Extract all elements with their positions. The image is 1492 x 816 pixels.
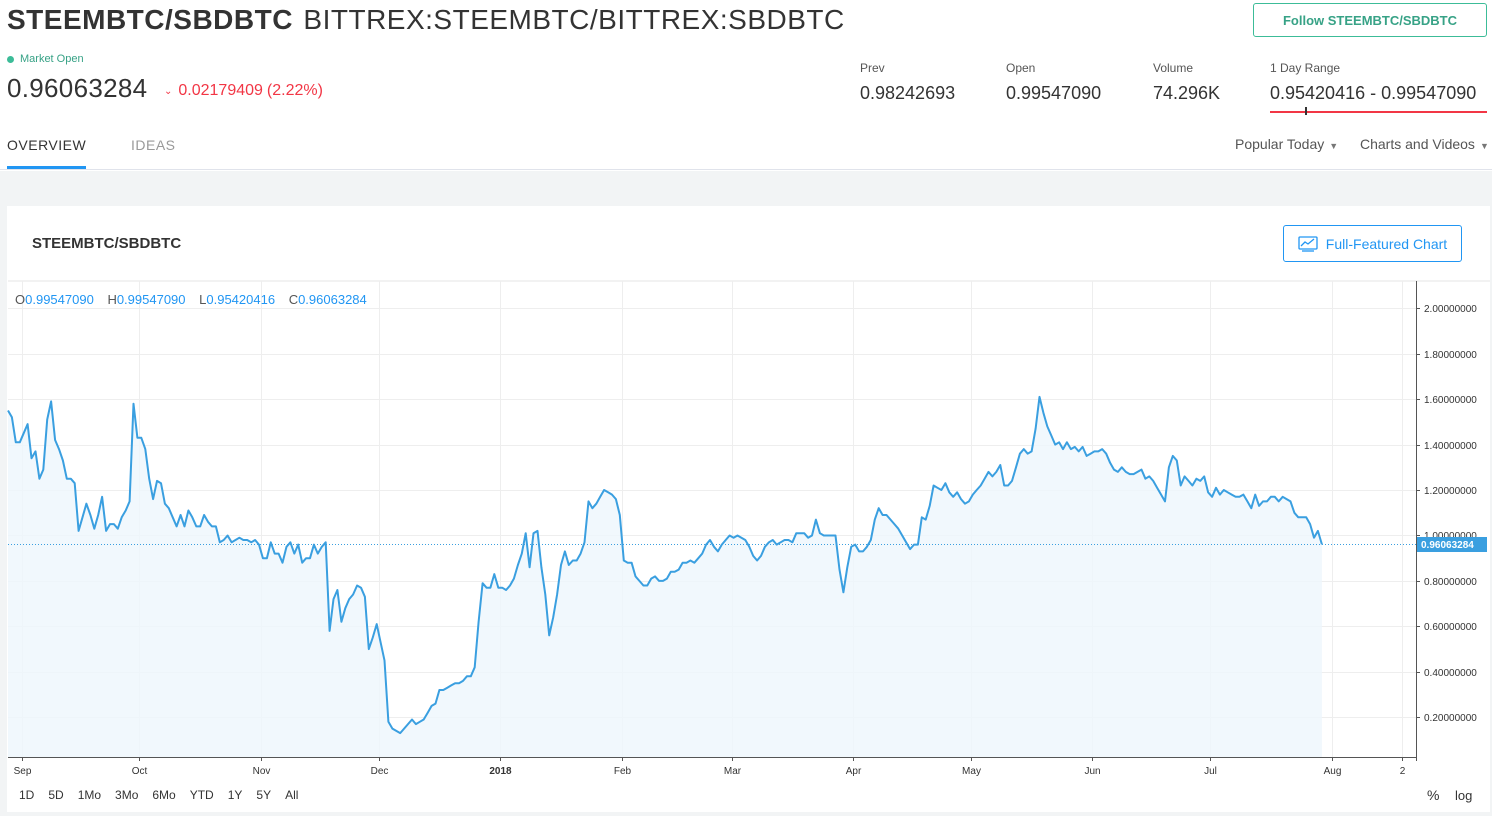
range-button-ytd[interactable]: YTD bbox=[189, 788, 214, 802]
last-price: 0.96063284 bbox=[7, 73, 148, 103]
price-change: ⌄ 0.02179409 (2.22%) bbox=[164, 82, 323, 100]
y-tick-label: 0.60000000 bbox=[1424, 622, 1477, 633]
full-featured-chart-button[interactable]: Full-Featured Chart bbox=[1283, 225, 1462, 262]
range-button-all[interactable]: All bbox=[285, 788, 299, 802]
market-status-label: Market Open bbox=[20, 53, 84, 65]
close-value: 0.96063284 bbox=[298, 292, 367, 307]
x-tick-label: May bbox=[962, 766, 981, 777]
x-tick-label: Oct bbox=[132, 766, 148, 777]
chart-card-title: STEEMBTC/SBDBTC bbox=[32, 235, 182, 252]
open-value: 0.99547090 bbox=[25, 292, 94, 307]
x-tick-label: Aug bbox=[1324, 766, 1342, 777]
stat-prev: Prev 0.98242693 bbox=[860, 61, 955, 104]
low-value: 0.95420416 bbox=[206, 292, 276, 307]
low-key: L bbox=[199, 292, 207, 307]
x-tick-label: 2018 bbox=[489, 766, 512, 777]
stat-day-range: 1 Day Range 0.95420416 - 0.99547090 bbox=[1270, 61, 1476, 104]
popular-today-dropdown[interactable]: Popular Today ▼ bbox=[1235, 136, 1338, 152]
title-row: STEEMBTC/SBDBTC BITTREX:STEEMBTC/BITTREX… bbox=[7, 4, 845, 36]
range-button-1y[interactable]: 1Y bbox=[227, 788, 243, 802]
close-key: C bbox=[288, 292, 299, 307]
market-status: Market Open bbox=[7, 53, 84, 65]
high-value: 0.99547090 bbox=[116, 292, 186, 307]
charts-videos-dropdown[interactable]: Charts and Videos ▼ bbox=[1360, 136, 1489, 152]
range-button-5d[interactable]: 5D bbox=[48, 788, 64, 802]
symbol-title: STEEMBTC/SBDBTC bbox=[7, 4, 293, 35]
y-tick-label: 1.60000000 bbox=[1424, 395, 1477, 406]
range-button-1d[interactable]: 1D bbox=[19, 788, 35, 802]
tab-bar: OVERVIEW IDEAS bbox=[0, 128, 1492, 170]
x-tick-label: Nov bbox=[253, 766, 271, 777]
y-tick-label: 1.40000000 bbox=[1424, 441, 1477, 452]
series-area-fill bbox=[8, 396, 1322, 757]
stat-volume-value: 74.296K bbox=[1153, 83, 1221, 103]
y-tick-label: 0.40000000 bbox=[1424, 668, 1477, 679]
x-tick-label: 2 bbox=[1400, 766, 1406, 777]
high-key: H bbox=[107, 292, 117, 307]
range-button-6mo[interactable]: 6Mo bbox=[152, 788, 176, 802]
stat-open: Open 0.99547090 bbox=[1006, 61, 1101, 104]
range-button-5y[interactable]: 5Y bbox=[256, 788, 272, 802]
stat-open-label: Open bbox=[1006, 61, 1036, 75]
caret-down-icon: ▼ bbox=[1329, 141, 1339, 151]
x-tick-label: Jul bbox=[1204, 766, 1217, 777]
x-tick-label: Feb bbox=[614, 766, 632, 777]
change-value: 0.02179409 bbox=[178, 82, 263, 99]
stat-volume-label: Volume bbox=[1153, 61, 1194, 75]
y-tick-label: 0.20000000 bbox=[1424, 713, 1477, 724]
day-range-marker bbox=[1304, 107, 1307, 115]
y-tick-label: 2.00000000 bbox=[1424, 304, 1477, 315]
log-scale-button[interactable]: log bbox=[1455, 788, 1473, 803]
down-arrow-icon: ⌄ bbox=[164, 85, 173, 97]
range-low: 0.95420416 bbox=[1270, 83, 1366, 103]
follow-button[interactable]: Follow STEEMBTC/SBDBTC bbox=[1253, 3, 1487, 37]
percent-scale-button[interactable]: % bbox=[1427, 787, 1440, 803]
last-price-tag bbox=[1417, 537, 1487, 552]
x-tick-label: Mar bbox=[724, 766, 742, 777]
charts-videos-label: Charts and Videos bbox=[1360, 136, 1475, 152]
tab-overview[interactable]: OVERVIEW bbox=[7, 137, 87, 169]
x-tick-label: Sep bbox=[14, 766, 32, 777]
stat-range-label: 1 Day Range bbox=[1270, 61, 1341, 75]
stat-prev-label: Prev bbox=[860, 61, 885, 75]
y-tick-label: 1.00000000 bbox=[1424, 531, 1477, 542]
x-tick-label: Dec bbox=[371, 766, 389, 777]
open-key: O bbox=[15, 292, 26, 307]
y-tick-label: 1.20000000 bbox=[1424, 486, 1477, 497]
tab-ideas[interactable]: IDEAS bbox=[131, 137, 176, 153]
stat-prev-value: 0.98242693 bbox=[860, 83, 956, 103]
range-button-1mo[interactable]: 1Mo bbox=[77, 788, 102, 802]
change-percent: (2.22%) bbox=[266, 82, 323, 99]
exchange-name: BITTREX:STEEMBTC/BITTREX:SBDBTC bbox=[303, 4, 845, 35]
x-tick-label: Apr bbox=[846, 766, 862, 777]
full-featured-chart-label: Full-Featured Chart bbox=[1325, 235, 1448, 252]
x-tick-label: Jun bbox=[1084, 766, 1100, 777]
range-button-3mo[interactable]: 3Mo bbox=[115, 788, 139, 802]
caret-down-icon: ▼ bbox=[1479, 141, 1489, 151]
stat-open-value: 0.99547090 bbox=[1006, 83, 1102, 103]
status-dot-icon bbox=[7, 55, 14, 63]
ohlc-legend: O0.99547090 H0.99547090 L0.95420416 C0.9… bbox=[15, 292, 377, 307]
y-tick-label: 1.80000000 bbox=[1424, 350, 1477, 361]
stat-volume: Volume 74.296K bbox=[1153, 61, 1220, 104]
series-line bbox=[7, 395, 1323, 735]
y-tick-label: 0.80000000 bbox=[1424, 577, 1477, 588]
chart-icon bbox=[1298, 235, 1318, 252]
range-buttons: 1D 5D 1Mo 3Mo 6Mo YTD 1Y 5Y All bbox=[19, 788, 312, 802]
range-high: 0.99547090 bbox=[1381, 83, 1477, 103]
stat-range-value: 0.95420416 - 0.99547090 bbox=[1270, 83, 1476, 104]
popular-today-label: Popular Today bbox=[1235, 136, 1325, 152]
last-price-tag-label: 0.96063284 bbox=[1421, 540, 1474, 551]
range-separator: - bbox=[1370, 83, 1377, 103]
day-range-bar bbox=[1270, 111, 1487, 113]
